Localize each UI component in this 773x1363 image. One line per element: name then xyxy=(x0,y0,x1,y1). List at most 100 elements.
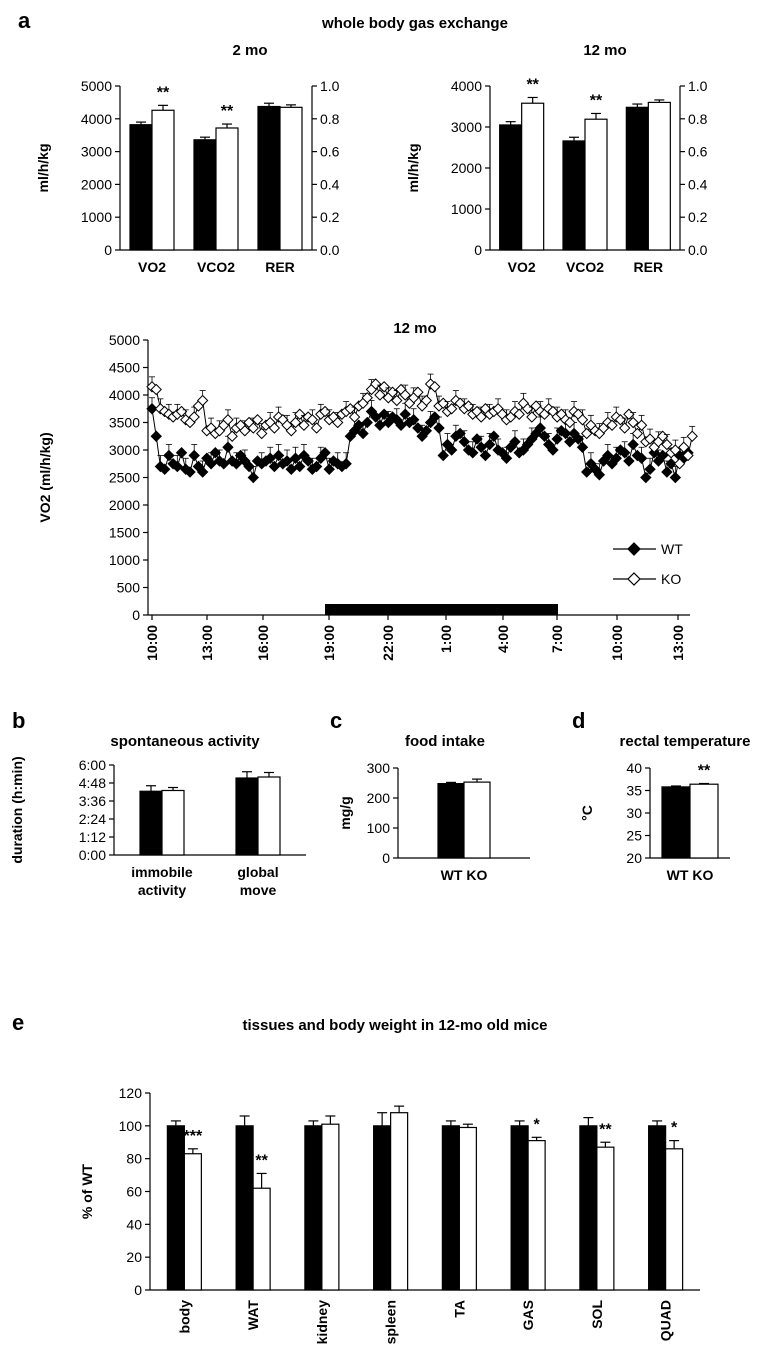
vo2_time-marker-wt xyxy=(357,427,369,440)
gas_12mo-y-tick-label: 0 xyxy=(474,242,482,258)
vo2_time-marker-wt xyxy=(661,466,673,478)
vo2_time-marker-wt xyxy=(399,408,411,420)
vo2_time-marker-wt xyxy=(289,452,302,464)
activity-y-tick-label: 1:12 xyxy=(79,829,106,845)
food-y-tick-label: 200 xyxy=(367,790,391,806)
legend-marker-ko xyxy=(627,572,641,586)
tissues-bar-ko xyxy=(183,1153,202,1291)
vo2_time-x-tick-label: 7:00 xyxy=(549,625,565,653)
food-y-tick-label: 300 xyxy=(367,760,391,776)
activity-y-tick-label: 3:36 xyxy=(79,793,106,809)
gas_2mo-bar-wt xyxy=(257,105,281,251)
vo2_time-y-tick-label: 1500 xyxy=(109,525,140,541)
gas_2mo-y2-tick-label: 0.2 xyxy=(320,209,340,225)
activity-category-label: immobile xyxy=(131,864,193,880)
activity-y-tick-label: 2:24 xyxy=(79,811,106,827)
vo2_time-marker-wt xyxy=(458,436,471,448)
vo2_time-marker-wt xyxy=(534,422,546,434)
vo2_time-marker-wt xyxy=(551,433,563,445)
vo2_time-x-tick-label: 22:00 xyxy=(380,625,396,661)
tissues-bar-wt xyxy=(166,1125,185,1291)
vo2_time-marker-wt xyxy=(146,403,158,415)
temperature-category-label: WT KO xyxy=(667,867,714,883)
vo2_time-x-tick-label: 1:00 xyxy=(438,625,454,653)
tissues-y-tick-label: 120 xyxy=(119,1085,143,1101)
vo2_time-marker-wt xyxy=(509,436,521,448)
vo2_time-marker-wt xyxy=(640,471,652,484)
temperature-y-tick-label: 30 xyxy=(626,805,642,821)
vo2_time-marker-ko xyxy=(631,427,644,440)
gas_2mo-y-tick-label: 4000 xyxy=(81,111,112,127)
panel-d-label: d xyxy=(572,708,585,733)
vo2_time-marker-wt xyxy=(323,463,335,475)
vo2_time-marker-ko xyxy=(420,394,433,407)
vo2_time-marker-wt xyxy=(310,460,323,473)
vo2_time-marker-ko xyxy=(374,389,386,401)
vo2_time-marker-wt xyxy=(230,458,243,470)
gas_12mo-y2-tick-label: 0.6 xyxy=(688,144,708,160)
gas_2mo-bar-ko xyxy=(215,127,239,251)
tissues-significance: * xyxy=(671,1120,678,1137)
gas_12mo-bar-wt xyxy=(499,124,523,251)
vo2_time-marker-ko xyxy=(239,425,251,437)
legend-marker-wt xyxy=(627,542,641,556)
gas_12mo-y-tick-label: 3000 xyxy=(451,119,482,135)
vo2_time-y-tick-label: 4000 xyxy=(109,387,140,403)
vo2_time-dark-period xyxy=(325,604,558,615)
vo2_time-x-tick-label: 19:00 xyxy=(321,625,337,661)
vo2_time-marker-wt xyxy=(602,449,614,462)
vo2_time-marker-wt xyxy=(669,471,682,484)
vo2_time-marker-ko xyxy=(673,458,686,470)
panel-c-label: c xyxy=(330,708,342,733)
vo2_time-marker-ko xyxy=(581,427,593,440)
legend-label-wt: WT xyxy=(661,541,683,557)
gas_2mo-ylabel: ml/h/kg xyxy=(35,143,51,192)
vo2_time-marker-ko xyxy=(635,419,648,431)
vo2_time-marker-ko xyxy=(564,416,576,429)
vo2_time-marker-wt xyxy=(581,466,593,478)
vo2_time-marker-wt xyxy=(175,447,188,459)
temperature-title: rectal temperature xyxy=(620,733,751,750)
panel-a-label: a xyxy=(18,8,31,33)
vo2_time-y-tick-label: 3500 xyxy=(109,415,140,431)
vo2_time-marker-ko xyxy=(298,419,310,431)
activity-y-tick-label: 6:00 xyxy=(79,757,106,773)
vo2_time-marker-wt xyxy=(218,458,230,470)
vo2_time-marker-ko xyxy=(513,408,525,420)
vo2_time-x-tick-label: 4:00 xyxy=(495,625,511,653)
tissues-category-label: SOL xyxy=(589,1300,605,1329)
food-category-label: WT KO xyxy=(441,867,488,883)
vo2_time-marker-ko xyxy=(686,430,698,442)
gas_2mo-y2-tick-label: 0.0 xyxy=(320,242,340,258)
vo2_time-marker-ko xyxy=(445,403,458,415)
temperature-y-tick-label: 20 xyxy=(626,850,642,866)
gas_12mo-y-tick-label: 2000 xyxy=(451,160,482,176)
vo2_time-marker-ko xyxy=(661,438,673,451)
tissues-significance: ** xyxy=(255,1152,268,1169)
tissues-bar-wt xyxy=(579,1125,598,1291)
gas_12mo-y2-tick-label: 0.4 xyxy=(688,176,708,192)
vo2_time-marker-wt xyxy=(222,441,234,453)
vo2_time-marker-ko xyxy=(361,392,373,404)
vo2_time-marker-wt xyxy=(644,463,656,475)
temperature-bar-ko xyxy=(689,783,719,859)
vo2_time-marker-ko xyxy=(289,416,302,429)
vo2_time-x-tick-label: 10:00 xyxy=(144,625,160,661)
tissues-bar-ko xyxy=(665,1148,684,1291)
vo2_time-marker-ko xyxy=(222,414,234,426)
activity-ylabel: duration (h:min) xyxy=(9,756,25,863)
gas_2mo-category-label: VO2 xyxy=(138,259,166,275)
vo2_time-marker-wt xyxy=(500,452,513,464)
vo2_time-marker-wt xyxy=(483,438,496,451)
vo2_time-y-tick-label: 3000 xyxy=(109,442,140,458)
activity-category-label: move xyxy=(240,882,277,898)
gas_2mo-y2-tick-label: 0.8 xyxy=(320,111,340,127)
legend-label-ko: KO xyxy=(661,571,681,587)
gas_2mo-y2-tick-label: 0.6 xyxy=(320,144,340,160)
vo2_time-marker-wt xyxy=(319,447,331,459)
vo2_time-marker-wt xyxy=(247,471,259,484)
vo2_time-marker-ko xyxy=(618,422,631,434)
tissues-category-label: WAT xyxy=(245,1300,261,1331)
tissues-bar-wt xyxy=(510,1125,529,1291)
vo2_time-marker-wt xyxy=(429,411,441,423)
